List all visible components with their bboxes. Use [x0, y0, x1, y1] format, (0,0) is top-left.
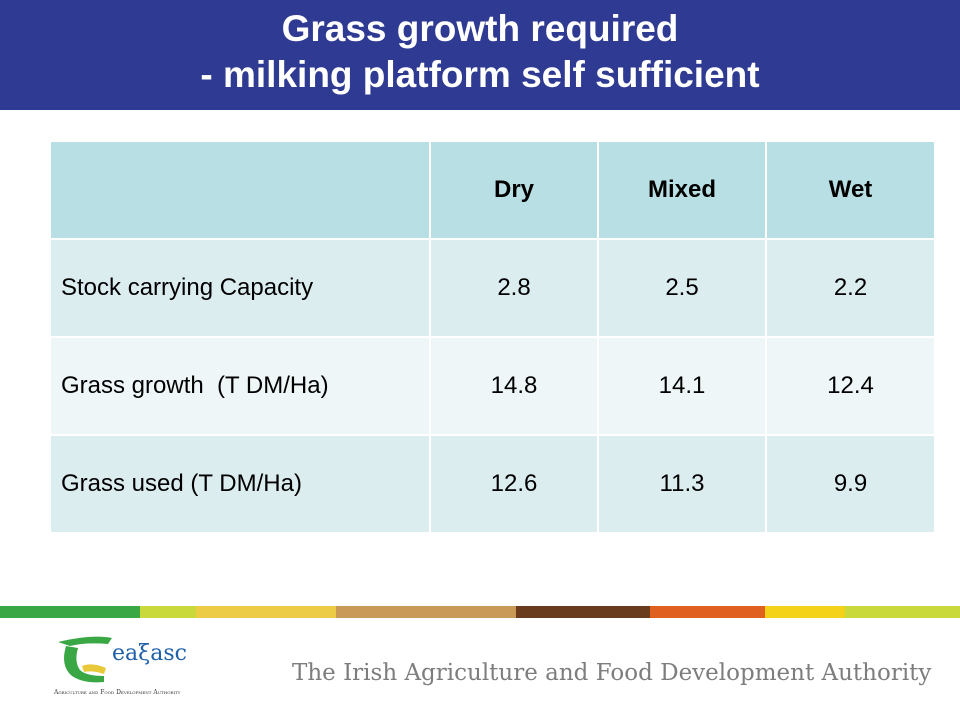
data-table: Dry Mixed Wet Stock carrying Capacity 2.… — [49, 140, 936, 534]
table-row: Grass used (T DM/Ha) 12.6 11.3 9.9 — [49, 434, 936, 534]
logo-swoosh-accent — [82, 664, 106, 674]
header-cell-wet: Wet — [765, 140, 936, 240]
stripe-segment — [650, 606, 765, 618]
stripe-segment — [845, 606, 960, 618]
table-cell: 14.8 — [429, 336, 599, 436]
header-cell-dry: Dry — [429, 140, 599, 240]
stripe-segment — [196, 606, 336, 618]
logo-subtext: Agriculture and Food Development Authori… — [53, 689, 181, 696]
header-cell-mixed: Mixed — [597, 140, 767, 240]
title-bar: Grass growth required - milking platform… — [0, 0, 960, 110]
stripe-segment — [140, 606, 196, 618]
stripe-segment — [0, 606, 140, 618]
table-cell: 9.9 — [765, 434, 936, 534]
slide-title-line-2: - milking platform self sufficient — [200, 54, 760, 95]
color-stripe — [0, 606, 960, 618]
table-cell: 12.4 — [765, 336, 936, 436]
table-row: Stock carrying Capacity 2.8 2.5 2.2 — [49, 238, 936, 338]
slide-title-line-1: Grass growth required — [281, 8, 679, 49]
row-label: Stock carrying Capacity — [49, 238, 431, 338]
logo-swoosh-body — [64, 646, 104, 683]
table-header-row: Dry Mixed Wet — [49, 140, 936, 240]
table-cell: 12.6 — [429, 434, 599, 534]
row-label: Grass growth (T DM/Ha) — [49, 336, 431, 436]
logo-swoosh — [58, 636, 112, 646]
stripe-segment — [765, 606, 845, 618]
table-row: Grass growth (T DM/Ha) 14.8 14.1 12.4 — [49, 336, 936, 436]
header-cell-empty — [49, 140, 431, 240]
table-cell: 2.2 — [765, 238, 936, 338]
stripe-segment — [516, 606, 650, 618]
table-cell: 2.8 — [429, 238, 599, 338]
table-cell: 2.5 — [597, 238, 767, 338]
footer-tagline: The Irish Agriculture and Food Developme… — [292, 660, 932, 686]
row-label: Grass used (T DM/Ha) — [49, 434, 431, 534]
logo-wordmark: eaξasc — [112, 641, 187, 666]
table-cell: 11.3 — [597, 434, 767, 534]
stripe-segment — [336, 606, 516, 618]
table-cell: 14.1 — [597, 336, 767, 436]
teagasc-logo: eaξasc Agriculture and Food Development … — [53, 636, 187, 696]
